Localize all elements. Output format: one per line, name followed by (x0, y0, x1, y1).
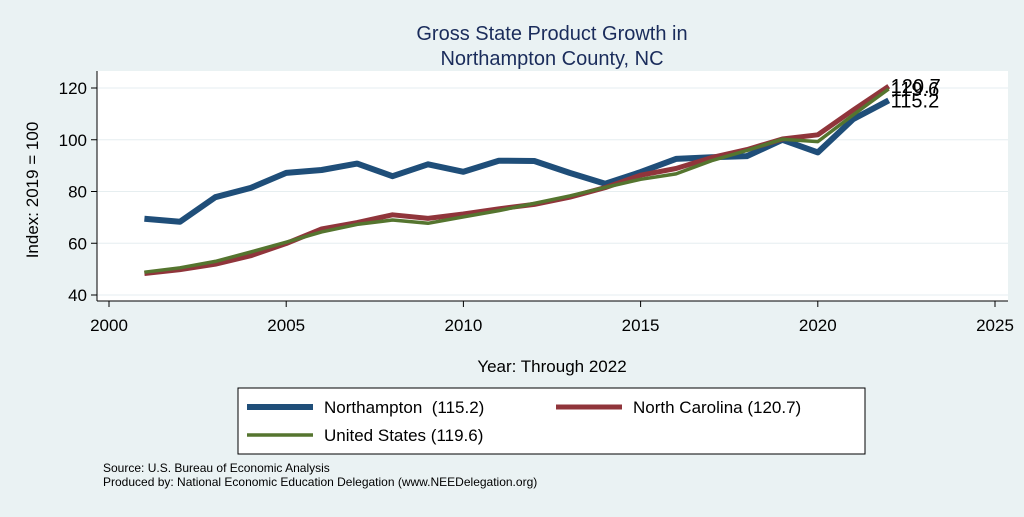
source-note: Source: U.S. Bureau of Economic Analysis (103, 461, 330, 475)
legend-box (237, 387, 866, 455)
series-lines (144, 84, 891, 276)
chart-title-line-1: Gross State Product Growth in (416, 23, 687, 45)
legend-label-northampton: Northampton (115.2) (324, 398, 484, 417)
plot-area (97, 71, 1008, 301)
y-tick-label: 100 (59, 131, 87, 150)
x-tick-label: 2005 (267, 316, 305, 335)
y-tick-label: 120 (59, 79, 87, 98)
end-label-northampton: 115.2 (891, 90, 940, 112)
x-tick-label: 2015 (622, 316, 660, 335)
produced-by-note: Produced by: National Economic Education… (103, 475, 537, 489)
legend-label-north-carolina: North Carolina (120.7) (633, 398, 801, 417)
y-tick-label: 60 (68, 234, 87, 253)
y-tick-label: 80 (68, 183, 87, 202)
axes: 40 60 80 100 120 2000 2005 2010 2015 2020 2025 (59, 71, 1014, 335)
x-tick-label: 2000 (90, 316, 128, 335)
y-tick-label: 40 (68, 286, 87, 305)
x-tick-label: 2020 (799, 316, 837, 335)
x-tick-label: 2025 (976, 316, 1014, 335)
end-label-north-carolina: 120.7 (891, 76, 941, 98)
x-tick-label: 2010 (444, 316, 482, 335)
legend-label-united-states: United States (119.6) (324, 426, 483, 445)
end-label-united-states: 119.6 (891, 79, 940, 101)
chart-title-line-2: Northampton County, NC (440, 48, 663, 70)
x-axis-label: Year: Through 2022 (477, 357, 626, 376)
series-line-northampton (144, 97, 891, 225)
series-line-united-states (144, 87, 890, 274)
y-axis-label: Index: 2019 = 100 (23, 122, 42, 259)
legend: Northampton (115.2) North Carolina (120.7… (247, 398, 801, 445)
